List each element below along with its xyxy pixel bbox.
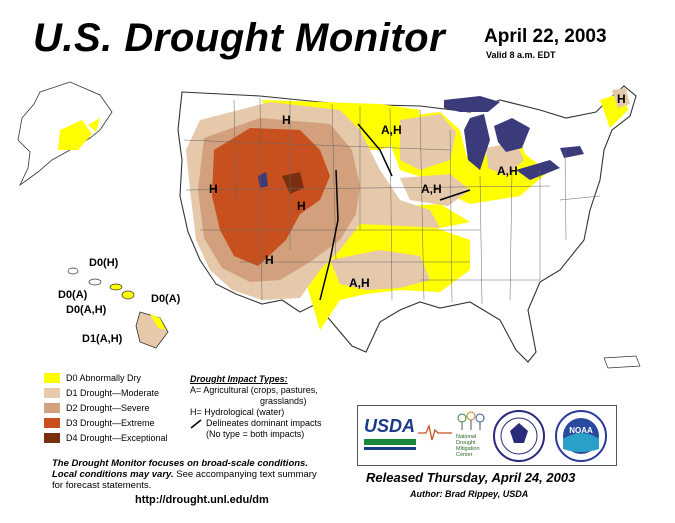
label-west-h: H [209, 182, 218, 196]
ndmc-line-1: National [456, 434, 477, 440]
hawaii-map [67, 267, 169, 349]
drought-map: H H H H A,H A,H A,H A,H H [17, 81, 641, 369]
footnote-line-2: Local conditions may vary. See accompany… [52, 469, 317, 480]
label-sw-h: H [265, 253, 274, 267]
hawaii-label-d1ah: D1(A,H) [82, 333, 123, 345]
impact-no-type: (No type = both impacts) [206, 429, 305, 439]
author-label: Author: [410, 489, 443, 499]
ndmc-logo: National Drought Mitigation Center [456, 410, 486, 458]
usda-text: USDA [364, 416, 416, 436]
author: Author: Brad Rippey, USDA [410, 489, 528, 499]
alaska-map [17, 81, 113, 187]
label-central-h: H [297, 199, 306, 213]
impact-h: H= Hydrological (water) [190, 407, 285, 417]
footnote-line-2-rest: See accompanying text summary [173, 469, 317, 480]
noaa-text: NOAA [569, 426, 593, 435]
label-maine-h: H [617, 92, 626, 106]
hawaii-label-d0ah: D0(A,H) [66, 304, 107, 316]
ndmc-line-3: Mitigation [456, 446, 480, 452]
impact-a2: grasslands) [260, 396, 307, 406]
doc-seal-icon [493, 410, 545, 462]
page-title: U.S. Drought Monitor [33, 16, 446, 60]
legend-swatch-d3 [44, 418, 60, 428]
hawaii-label-d0a-right: D0(A) [151, 293, 181, 305]
impact-title: Drought Impact Types: [190, 374, 288, 384]
noaa-logo-icon: NOAA [555, 410, 607, 462]
footnote: The Drought Monitor focuses on broad-sca… [52, 458, 317, 491]
impact-types: Drought Impact Types: A= Agricultural (c… [190, 374, 322, 440]
valid-time: Valid 8 a.m. EDT [486, 50, 556, 60]
author-name: Brad Rippey, USDA [445, 489, 529, 499]
conus-map [177, 85, 641, 369]
agency-logos: USDA National Drought Mitigation Center … [357, 405, 617, 466]
label-nw-h: H [282, 113, 291, 127]
legend-label-d1: D1 Drought—Moderate [66, 388, 160, 398]
legend-label-d0: D0 Abnormally Dry [66, 373, 142, 383]
footnote-line-1: The Drought Monitor focuses on broad-sca… [52, 458, 308, 469]
ndmc-wave-icon [418, 424, 452, 441]
map-date: April 22, 2003 [484, 26, 607, 47]
impact-delineates-row: Delineates dominant impacts [190, 418, 322, 429]
legend-swatch-d0 [44, 373, 60, 383]
delineation-line-icon [190, 419, 202, 429]
label-michigan-ah: A,H [497, 164, 518, 178]
impact-a: A= Agricultural (crops, pastures, [190, 385, 318, 395]
release-date: Released Thursday, April 24, 2003 [366, 470, 576, 485]
hawaii-label-d0a-left: D0(A) [58, 289, 88, 301]
label-south-ah: A,H [349, 276, 370, 290]
legend-swatch-d2 [44, 403, 60, 413]
ndmc-line-2: Drought [456, 440, 476, 446]
label-plains-ah: A,H [421, 182, 442, 196]
hawaii-label-d0h: D0(H) [89, 257, 119, 269]
impact-delineates: Delineates dominant impacts [206, 418, 322, 428]
footnote-line-3: for forecast statements. [52, 480, 152, 491]
legend-swatch-d4 [44, 433, 60, 443]
website-link[interactable]: http://drought.unl.edu/dm [135, 494, 269, 506]
label-north-ah: A,H [381, 123, 402, 137]
legend-swatch-d1 [44, 388, 60, 398]
legend-label-d3: D3 Drought—Extreme [66, 418, 155, 428]
ndmc-line-4: Center [456, 452, 473, 458]
usda-logo: USDA [364, 416, 416, 454]
ndmc-tree-icon [457, 411, 485, 430]
legend-label-d4: D4 Drought—Exceptional [66, 433, 168, 443]
legend-label-d2: D2 Drought—Severe [66, 403, 150, 413]
footnote-line-2-bold: Local conditions may vary. [52, 469, 174, 480]
